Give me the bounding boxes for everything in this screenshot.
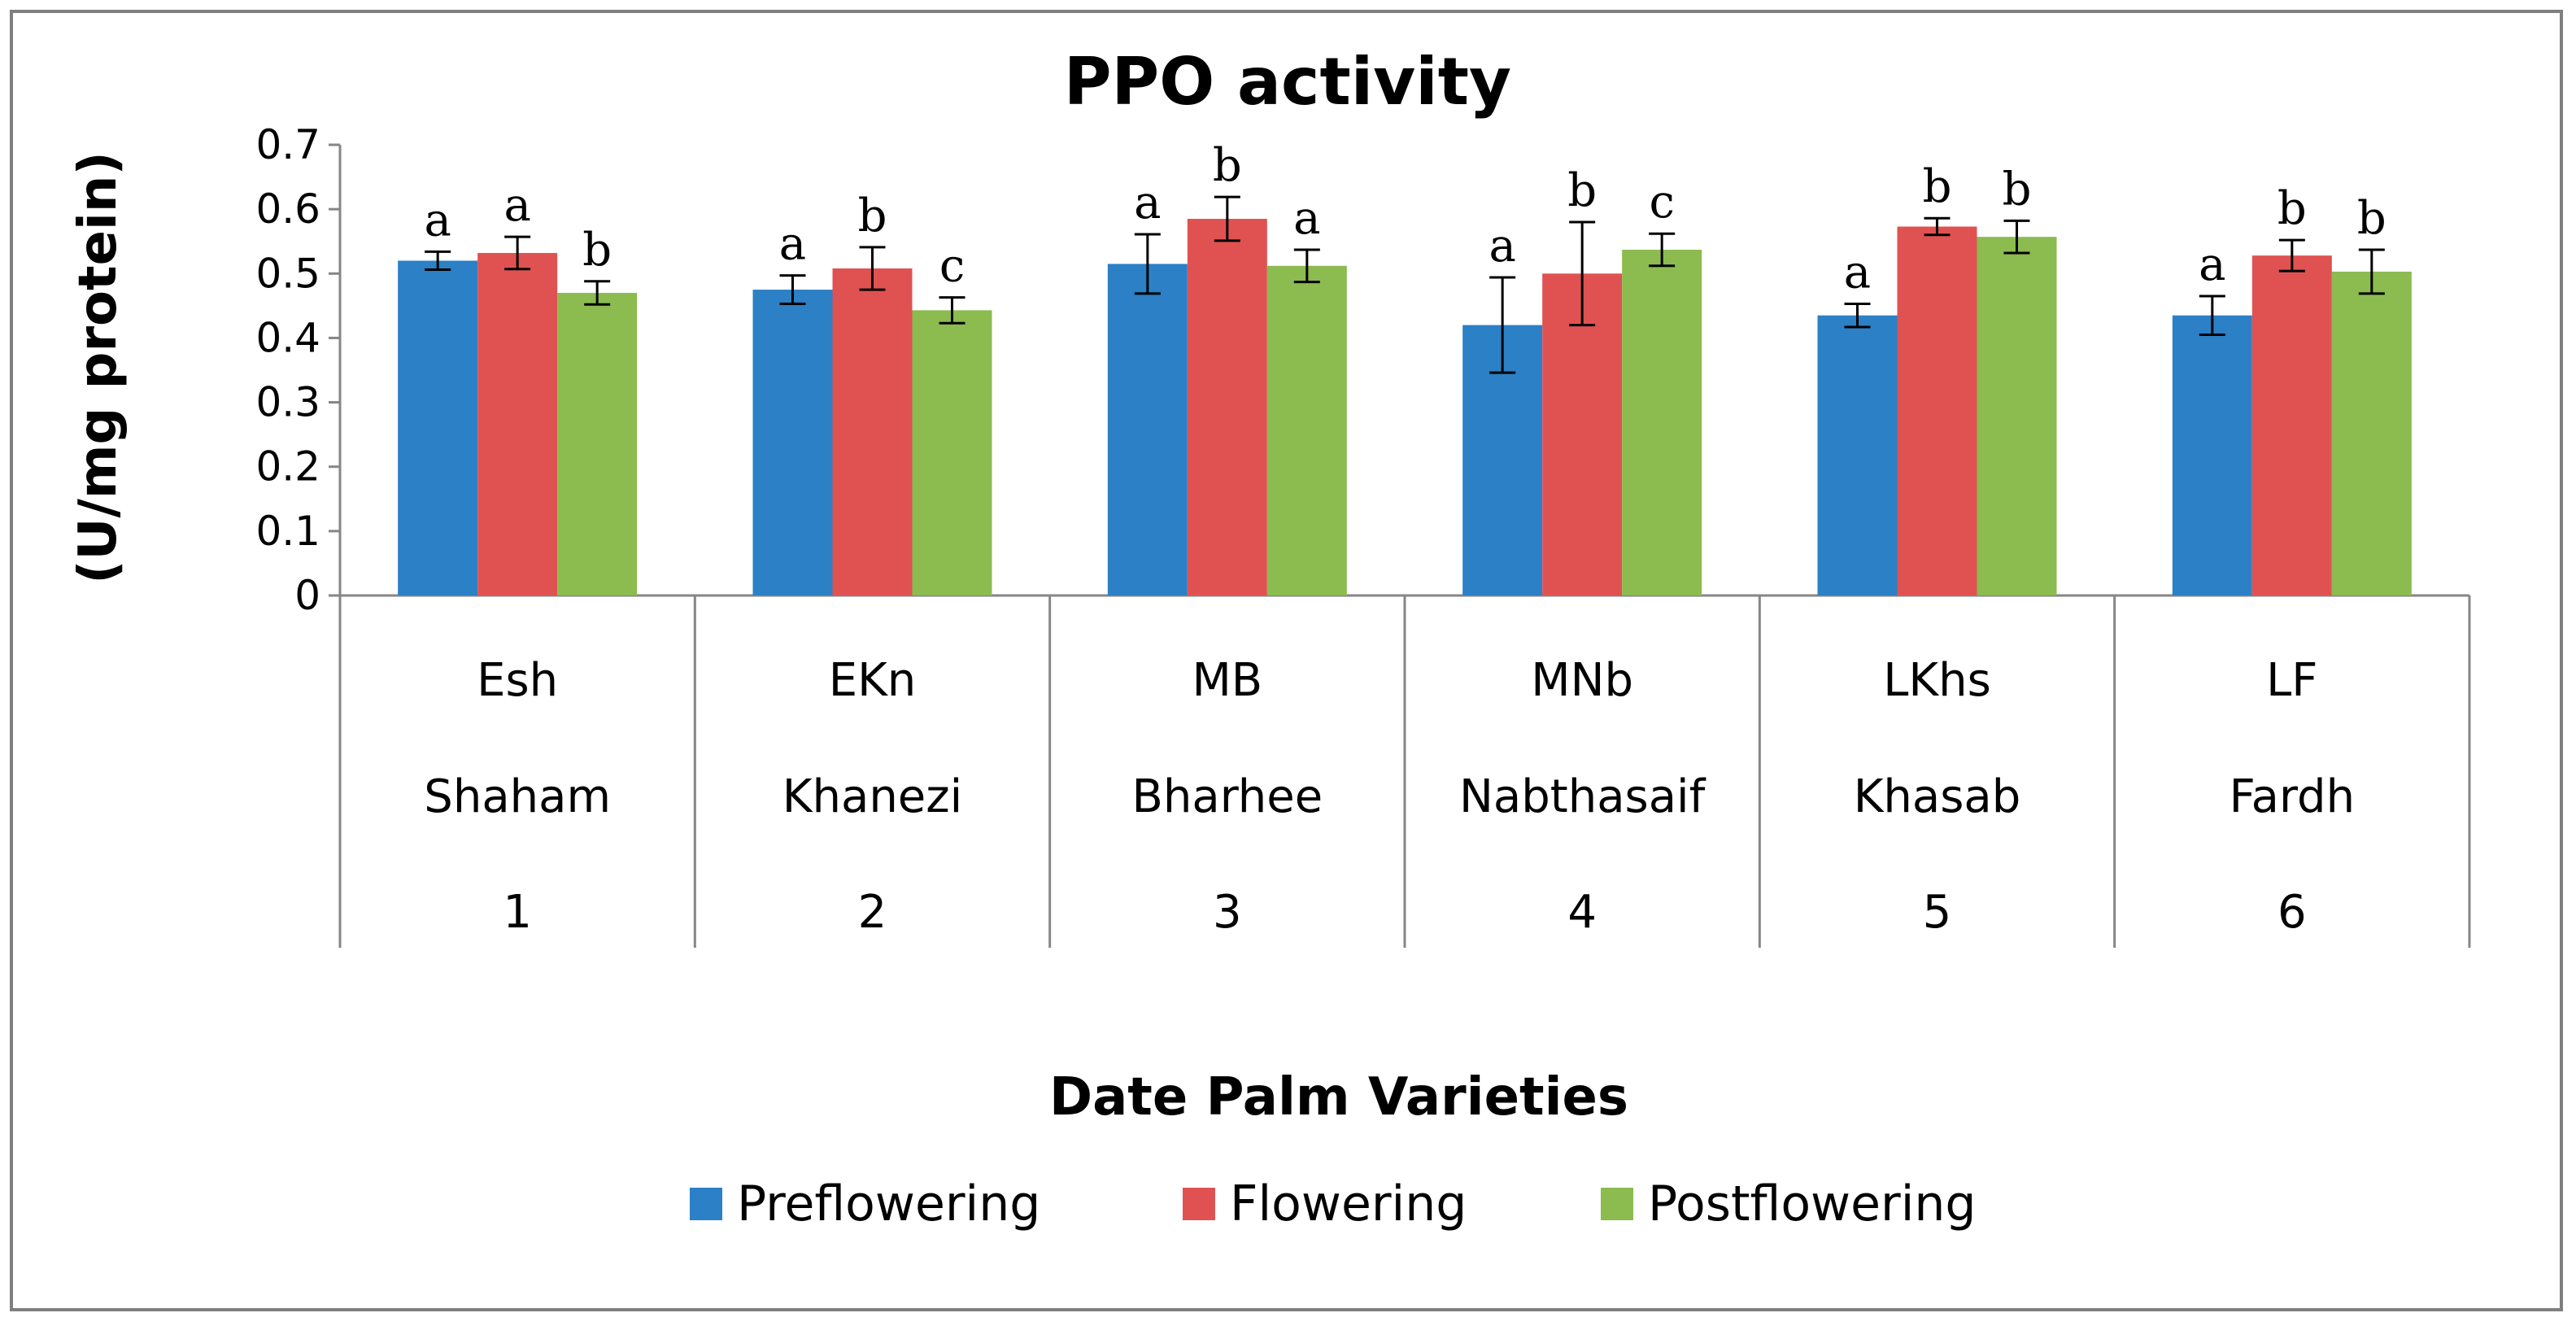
significance-label: b — [2357, 192, 2386, 245]
category-name-label: Fardh — [2229, 770, 2355, 823]
significance-label: c — [1649, 176, 1674, 229]
category-code-label: MB — [1192, 654, 1262, 707]
bar-flowering — [477, 252, 558, 595]
bar-preflowering — [2172, 315, 2252, 595]
y-tick-label: 0.4 — [255, 314, 320, 361]
category-name-label: Shaham — [424, 770, 611, 823]
legend-label-flowering: Flowering — [1230, 1176, 1467, 1232]
bar-flowering — [1542, 273, 1623, 595]
significance-label: a — [2199, 238, 2225, 291]
category-code-label: LKhs — [1883, 654, 1991, 707]
y-tick-label: 0.7 — [255, 121, 320, 168]
y-tick-label: 0.1 — [255, 508, 320, 555]
bar-flowering — [832, 268, 913, 595]
significance-label: a — [1134, 177, 1161, 229]
y-tick-label: 0 — [294, 572, 320, 619]
category-name-label: Nabthasaif — [1459, 770, 1706, 823]
category-name-label: Khanezi — [782, 770, 962, 823]
legend: Preflowering Flowering Postflowering — [690, 1176, 1976, 1232]
category-number-label: 6 — [2277, 886, 2307, 939]
significance-label: a — [779, 218, 806, 271]
y-axis-title: (U/mg protein) — [68, 151, 129, 583]
category-number-label: 5 — [1923, 886, 1952, 939]
bar-preflowering — [398, 260, 478, 595]
significance-label: c — [939, 240, 965, 293]
category-name-label: Bharhee — [1131, 770, 1323, 823]
legend-swatch-postflowering — [1601, 1188, 1633, 1220]
chart-title: PPO activity — [1064, 44, 1511, 120]
category-code-label: EKn — [829, 654, 917, 707]
x-axis-title: Date Palm Varieties — [1049, 1067, 1628, 1128]
bar-postflowering — [1977, 237, 2057, 595]
y-tick-label: 0.6 — [255, 185, 320, 233]
bar-flowering — [2251, 255, 2332, 595]
significance-label: b — [1923, 160, 1952, 213]
significance-label: a — [1293, 192, 1320, 245]
significance-label: a — [1489, 220, 1515, 273]
bar-postflowering — [1266, 265, 1347, 595]
bar-preflowering — [1817, 315, 1898, 595]
bar-postflowering — [2331, 271, 2412, 595]
bar-preflowering — [752, 290, 833, 595]
category-number-label: 3 — [1213, 886, 1242, 939]
legend-swatch-flowering — [1183, 1188, 1215, 1220]
y-tick-label: 0.5 — [255, 250, 320, 297]
bar-flowering — [1897, 226, 1977, 595]
bar-postflowering — [1622, 250, 1702, 595]
significance-label: a — [424, 194, 451, 246]
plot-area: 0 0.1 0.2 0.3 0.4 0.5 0.6 0.7 Esh Shaham 1 EKn Khane… — [255, 121, 2471, 948]
category-name-label: Khasab — [1854, 770, 2021, 823]
legend-swatch-preflowering — [690, 1188, 722, 1220]
significance-label: b — [1213, 139, 1242, 192]
significance-label: a — [503, 179, 530, 232]
significance-label: a — [1844, 246, 1871, 299]
chart-frame — [10, 10, 2563, 1311]
significance-label: b — [858, 190, 887, 242]
significance-label: b — [1567, 164, 1597, 217]
y-tick-label: 0.2 — [255, 443, 320, 491]
significance-label: b — [2277, 182, 2307, 235]
legend-label-postflowering: Postflowering — [1648, 1176, 1976, 1232]
significance-label: b — [2003, 163, 2032, 216]
bar-postflowering — [557, 293, 638, 595]
category-code-label: Esh — [477, 654, 558, 707]
significance-label: b — [582, 224, 612, 277]
category-number-label: 2 — [858, 886, 887, 939]
bar-flowering — [1187, 219, 1267, 595]
bar-postflowering — [912, 310, 992, 595]
category-code-label: MNb — [1531, 654, 1633, 707]
legend-label-preflowering: Preflowering — [737, 1176, 1040, 1232]
y-tick-label: 0.3 — [255, 379, 320, 426]
bar-preflowering — [1107, 264, 1188, 595]
category-number-label: 4 — [1567, 886, 1597, 939]
category-number-label: 1 — [503, 886, 532, 939]
category-code-label: LF — [2266, 654, 2317, 707]
